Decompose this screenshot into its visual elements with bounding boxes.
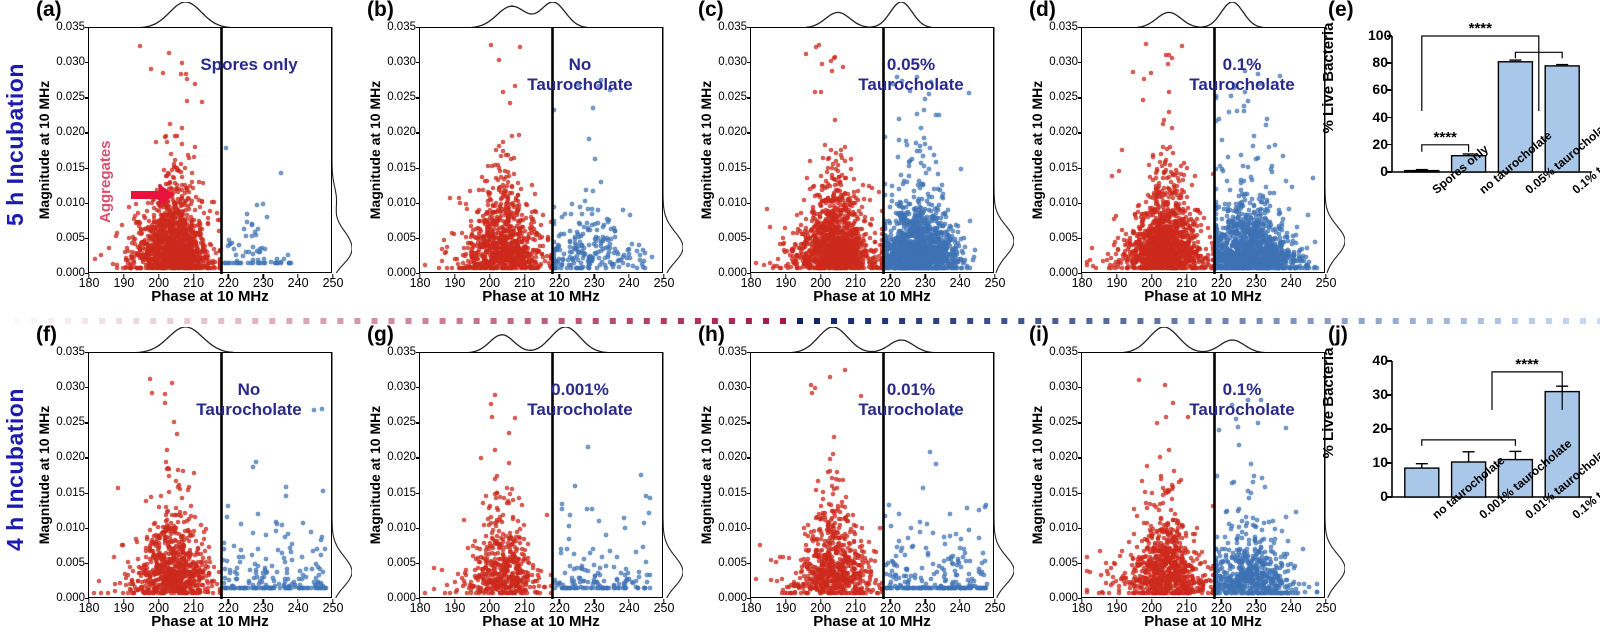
svg-text:****: **** [1434, 129, 1458, 146]
svg-text:****: **** [1515, 356, 1539, 373]
svg-text:****: **** [1469, 20, 1493, 37]
